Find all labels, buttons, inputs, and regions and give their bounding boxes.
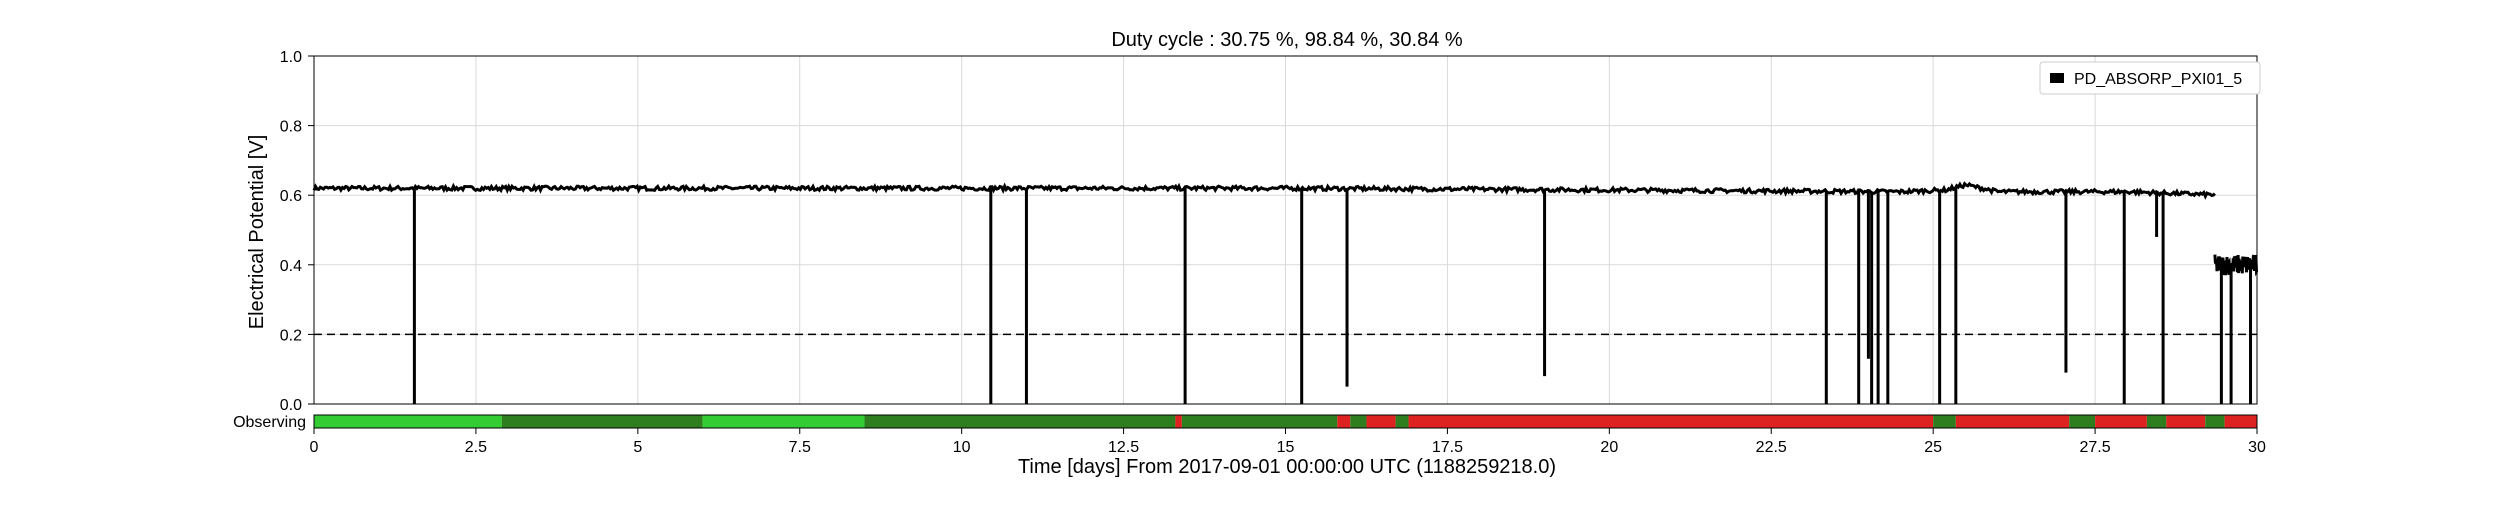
x-tick-label: 10 [953, 439, 971, 456]
x-tick-label: 17.5 [1432, 439, 1463, 456]
x-tick-label: 5 [633, 439, 642, 456]
y-tick-label: 0.8 [280, 119, 302, 136]
state-segment [1350, 415, 1367, 428]
state-segment [2069, 415, 2096, 428]
state-segment [864, 415, 1176, 428]
grid [313, 55, 2258, 405]
x-tick-label: 27.5 [2080, 439, 2111, 456]
x-tick-label: 12.5 [1108, 439, 1139, 456]
plot-area [312, 181, 2259, 404]
state-segment [2146, 415, 2167, 428]
x-tick-label: 30 [2248, 439, 2266, 456]
state-segment [1933, 415, 1956, 428]
chart-title: Duty cycle : 30.75 %, 98.84 %, 30.84 % [1111, 29, 1463, 51]
observing-state-bar: Observing [233, 414, 2258, 431]
x-axis-label: Time [days] From 2017-09-01 00:00:00 UTC… [1018, 456, 1556, 478]
state-segment [2224, 415, 2257, 428]
legend-label: PD_ABSORP_PXI01_5 [2074, 71, 2242, 88]
y-tick-label: 0.4 [280, 258, 302, 275]
state-segment [1181, 415, 1338, 428]
state-segment [1395, 415, 1409, 428]
y-tick-label: 0.6 [280, 188, 302, 205]
x-tick-label: 25 [1924, 439, 1942, 456]
x-tick-label: 2.5 [465, 439, 487, 456]
state-segment [702, 415, 865, 428]
y-axis-label: Electrical Potential [V] [246, 135, 268, 330]
state-segment [1337, 415, 1351, 428]
y-tick-label: 1.0 [280, 49, 302, 66]
state-segment [314, 415, 502, 428]
state-segment [2166, 415, 2206, 428]
x-tick-label: 15 [1277, 439, 1295, 456]
y-tick-label: 0.2 [280, 327, 302, 344]
state-segment [1175, 415, 1182, 428]
x-tick-label: 22.5 [1756, 439, 1787, 456]
state-segment [1366, 415, 1396, 428]
legend: PD_ABSORP_PXI01_5 [2039, 61, 2261, 95]
state-segment [1955, 415, 2070, 428]
state-bar-label: Observing [233, 414, 306, 431]
state-segment [1408, 415, 1934, 428]
x-tick-label: 0 [310, 439, 319, 456]
plot-frame [313, 55, 2258, 405]
state-bar-frame [313, 414, 2258, 429]
x-tick-label: 20 [1600, 439, 1618, 456]
x-tick-label: 7.5 [789, 439, 811, 456]
legend-box [2039, 61, 2261, 95]
series-line [312, 181, 2216, 200]
axes: 0.0 0.2 0.4 0.6 0.8 1.0 0 2.5 5 7.5 10 12.5 15 17.5 20… [280, 49, 2266, 456]
legend-swatch [2050, 73, 2064, 83]
state-segment [501, 415, 703, 428]
y-tick-label: 0.0 [280, 397, 302, 414]
state-segment [2205, 415, 2225, 428]
state-segment [2095, 415, 2147, 428]
